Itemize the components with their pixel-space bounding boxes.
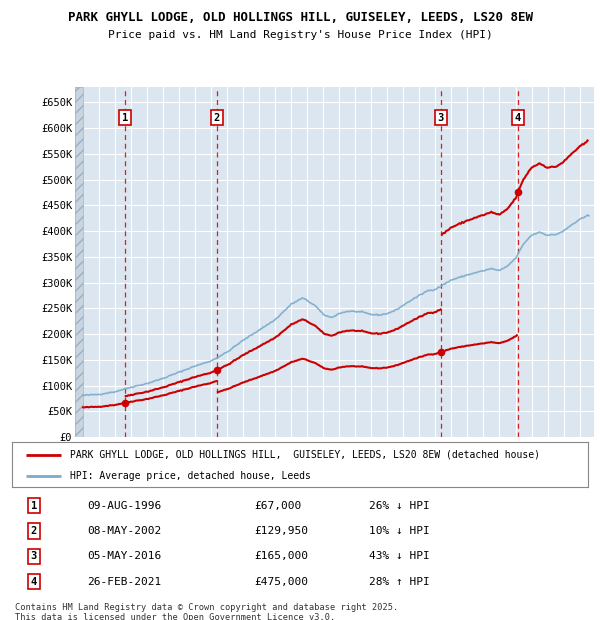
Text: 05-MAY-2016: 05-MAY-2016 [87,551,161,561]
Text: 43% ↓ HPI: 43% ↓ HPI [369,551,430,561]
Text: PARK GHYLL LODGE, OLD HOLLINGS HILL, GUISELEY, LEEDS, LS20 8EW: PARK GHYLL LODGE, OLD HOLLINGS HILL, GUI… [67,11,533,24]
Text: PARK GHYLL LODGE, OLD HOLLINGS HILL,  GUISELEY, LEEDS, LS20 8EW (detached house): PARK GHYLL LODGE, OLD HOLLINGS HILL, GUI… [70,450,539,459]
Text: £165,000: £165,000 [254,551,308,561]
Text: 1: 1 [122,113,128,123]
Text: HPI: Average price, detached house, Leeds: HPI: Average price, detached house, Leed… [70,471,310,480]
Text: 3: 3 [438,113,444,123]
Text: £475,000: £475,000 [254,577,308,587]
Text: 2: 2 [31,526,37,536]
Text: 09-AUG-1996: 09-AUG-1996 [87,500,161,511]
Text: Contains HM Land Registry data © Crown copyright and database right 2025.
This d: Contains HM Land Registry data © Crown c… [15,603,398,620]
Text: 28% ↑ HPI: 28% ↑ HPI [369,577,430,587]
Text: 3: 3 [31,551,37,561]
Text: 1: 1 [31,500,37,511]
Text: Price paid vs. HM Land Registry's House Price Index (HPI): Price paid vs. HM Land Registry's House … [107,30,493,40]
Text: 08-MAY-2002: 08-MAY-2002 [87,526,161,536]
Text: 26-FEB-2021: 26-FEB-2021 [87,577,161,587]
Text: £129,950: £129,950 [254,526,308,536]
Text: 10% ↓ HPI: 10% ↓ HPI [369,526,430,536]
Text: £67,000: £67,000 [254,500,301,511]
Text: 4: 4 [515,113,521,123]
Text: 26% ↓ HPI: 26% ↓ HPI [369,500,430,511]
Text: 2: 2 [214,113,220,123]
Text: 4: 4 [31,577,37,587]
Bar [75,87,83,437]
